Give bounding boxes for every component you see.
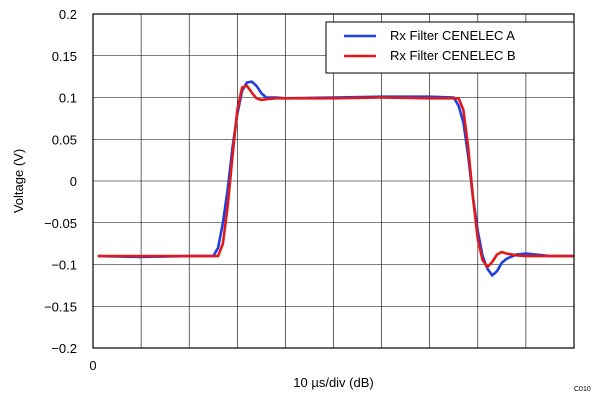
- legend-label-a: Rx Filter CENELEC A: [390, 28, 515, 43]
- y-tick-label: 0: [70, 174, 77, 189]
- y-tick-label: 0.15: [52, 49, 77, 64]
- figure-code: C010: [574, 386, 591, 393]
- y-tick-label: −0.05: [44, 216, 77, 231]
- series-lines: [97, 80, 574, 277]
- x-axis-label: 10 µs/div (dB): [293, 375, 373, 390]
- y-tick-label: −0.1: [51, 258, 77, 273]
- legend-label-b: Rx Filter CENELEC B: [390, 48, 516, 63]
- legend-box: [325, 21, 575, 74]
- y-tick-label: 0.2: [59, 7, 77, 22]
- y-axis-label: Voltage (V): [11, 149, 26, 213]
- y-tick-label: −0.15: [44, 299, 77, 314]
- y-tick-labels: −0.2 −0.15 −0.1 −0.05 0 0.05 0.1 0.15 0.2: [44, 7, 77, 356]
- y-tick-label: −0.2: [51, 341, 77, 356]
- plot-frame: [92, 13, 575, 349]
- y-tick-label: 0.1: [59, 91, 77, 106]
- series-line-cenelec-a: [97, 80, 574, 277]
- series-line-cenelec-b: [97, 84, 574, 269]
- legend: Rx Filter CENELEC A Rx Filter CENELEC B: [325, 21, 575, 74]
- x-tick-labels: 0: [89, 358, 96, 373]
- x-tick-label: 0: [89, 358, 96, 373]
- y-tick-label: 0.05: [52, 132, 77, 147]
